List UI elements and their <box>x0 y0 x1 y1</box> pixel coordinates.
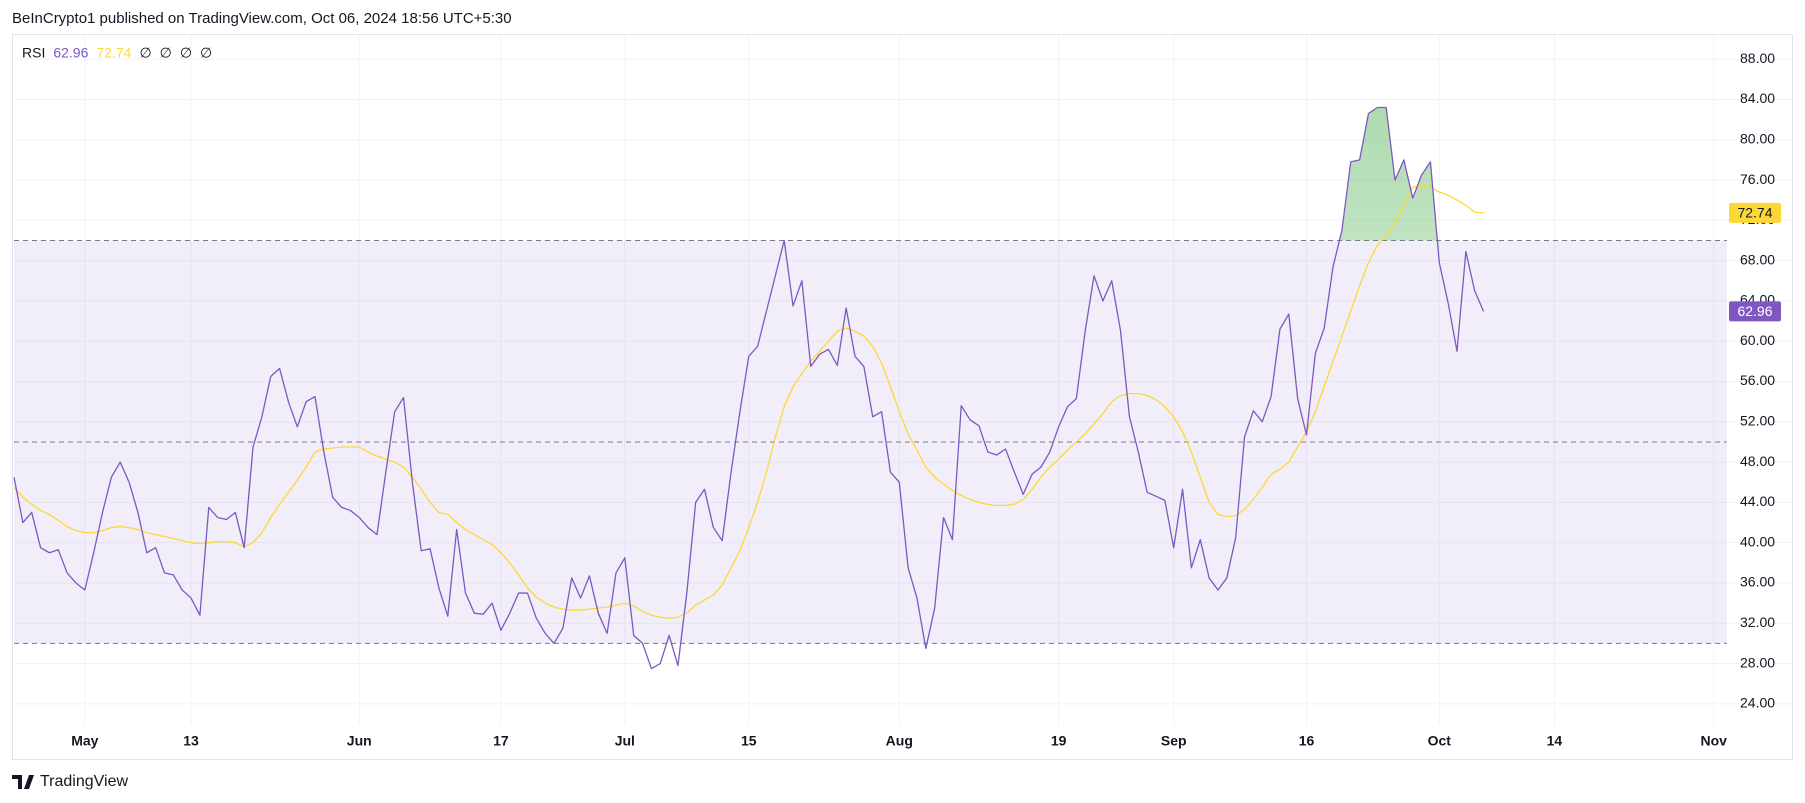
footer-logo <box>12 775 34 789</box>
x-tick-label: 14 <box>1547 733 1563 749</box>
y-tick-label: 44.00 <box>1740 493 1775 509</box>
y-tick-label: 88.00 <box>1740 50 1775 66</box>
y-tick-label: 76.00 <box>1740 171 1775 187</box>
x-tick-label: 13 <box>183 733 199 749</box>
x-tick-label: Oct <box>1428 733 1452 749</box>
y-tick-label: 60.00 <box>1740 332 1775 348</box>
y-tick-label: 84.00 <box>1740 90 1775 106</box>
y-tick-label: 48.00 <box>1740 453 1775 469</box>
frame <box>12 34 1793 760</box>
y-tick-label: 28.00 <box>1740 654 1775 670</box>
legend-value: 62.96 <box>53 45 88 61</box>
series-line <box>13 106 1485 670</box>
last-value-label: 72.74 <box>1737 205 1772 221</box>
last-value-tag <box>1729 202 1781 223</box>
x-tick-label: May <box>71 733 98 749</box>
legend-title: RSI <box>22 45 45 61</box>
x-tick-label: 16 <box>1299 733 1315 749</box>
y-tick-label: 56.00 <box>1740 372 1775 388</box>
x-tick-label: Aug <box>886 733 913 749</box>
x-tick-label: 19 <box>1051 733 1067 749</box>
y-tick-label: 68.00 <box>1740 251 1775 267</box>
last-value-tag <box>1729 301 1781 322</box>
legend-value: 72.74 <box>96 45 131 61</box>
y-tick-label: 40.00 <box>1740 533 1775 549</box>
y-tick-label: 80.00 <box>1740 130 1775 146</box>
legend: RSI 62.96 72.74 ∅ ∅ ∅ ∅ <box>22 45 212 61</box>
x-tick-label: 15 <box>741 733 757 749</box>
last-value-label: 62.96 <box>1737 303 1772 319</box>
series-line <box>13 185 1484 619</box>
x-tick-label: Nov <box>1700 733 1727 749</box>
footer: TradingView <box>40 773 128 790</box>
x-tick-label: Sep <box>1161 733 1187 749</box>
x-tick-label: Jun <box>347 733 372 749</box>
legend-extra: ∅ <box>160 45 172 61</box>
y-tick-label: 36.00 <box>1740 574 1775 590</box>
y-tick-label: 32.00 <box>1740 614 1775 630</box>
x-tick-label: Jul <box>615 733 635 749</box>
legend-extra: ∅ <box>200 45 212 61</box>
y-tick-label: 52.00 <box>1740 413 1775 429</box>
y-tick-label: 24.00 <box>1740 695 1775 711</box>
x-tick-label: 17 <box>493 733 509 749</box>
legend-extra: ∅ <box>139 45 151 61</box>
legend-extra: ∅ <box>180 45 192 61</box>
header: BeInCrypto1 published on TradingView.com… <box>12 10 512 27</box>
